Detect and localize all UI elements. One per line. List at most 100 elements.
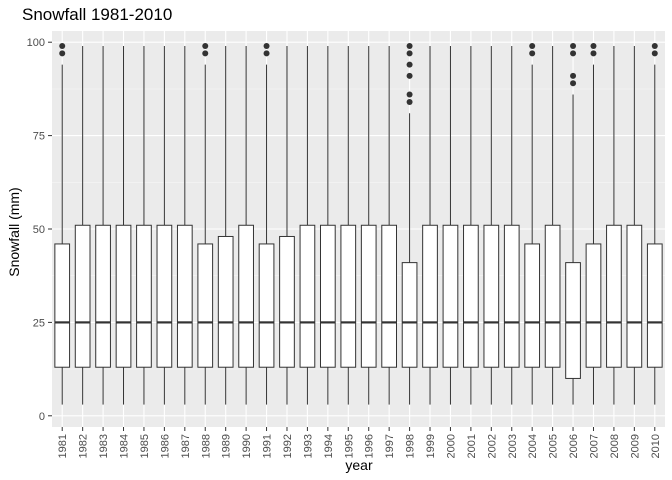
x-axis-title: year — [345, 457, 373, 473]
outlier-point — [406, 72, 413, 79]
box-iqr — [585, 243, 602, 368]
x-tick-label: 2003 — [507, 434, 519, 458]
y-tick-label: 25 — [33, 317, 45, 329]
y-tick-label: 100 — [27, 37, 45, 49]
outlier-point — [263, 50, 270, 57]
box-iqr — [74, 224, 91, 368]
box-iqr — [442, 224, 459, 368]
box-iqr — [238, 224, 254, 368]
box-iqr — [279, 235, 295, 368]
x-tick-label: 1992 — [282, 434, 294, 458]
y-tick-label: 0 — [39, 411, 45, 423]
box-iqr — [176, 224, 193, 368]
box-iqr — [319, 224, 336, 368]
box-2009 — [626, 45, 643, 405]
box-2000 — [442, 45, 459, 405]
x-tick-label: 1995 — [343, 434, 355, 458]
box-iqr — [136, 224, 152, 368]
outlier-point — [651, 50, 658, 57]
x-tick-label: 1997 — [384, 434, 396, 458]
box-1986 — [156, 45, 173, 405]
outlier-point — [590, 50, 597, 57]
box-iqr — [646, 243, 663, 368]
outlier-point — [202, 42, 209, 49]
box-1982 — [74, 45, 91, 405]
y-axis: 0 25 50 75 100 — [27, 37, 52, 423]
y-tick-label: 75 — [33, 131, 45, 143]
outlier-point — [529, 50, 536, 57]
x-tick-label: 1985 — [139, 434, 151, 458]
x-tick-label: 1998 — [405, 434, 417, 458]
box-1998 — [401, 42, 418, 405]
outlier-point — [570, 72, 577, 79]
box-1987 — [176, 45, 193, 405]
box-iqr — [95, 224, 111, 368]
box-1985 — [136, 45, 152, 405]
x-tick-label: 1984 — [119, 434, 131, 458]
box-iqr — [565, 262, 581, 379]
box-iqr — [299, 224, 316, 368]
x-tick-label: 2008 — [609, 434, 621, 458]
x-tick-label: 1996 — [364, 434, 376, 458]
x-tick-label: 2004 — [527, 434, 539, 458]
box-iqr — [258, 243, 275, 368]
box-iqr — [360, 224, 377, 368]
box-1983 — [95, 45, 111, 405]
outlier-point — [570, 42, 577, 49]
x-tick-label: 1991 — [262, 434, 274, 458]
x-tick-label: 2006 — [568, 434, 580, 458]
outlier-point — [529, 42, 536, 49]
x-tick-label: 1986 — [159, 434, 171, 458]
box-iqr — [503, 224, 520, 368]
box-iqr — [156, 224, 173, 368]
outlier-point — [570, 80, 577, 87]
box-iqr — [217, 235, 234, 368]
box-iqr — [463, 224, 479, 368]
x-tick-label: 1987 — [180, 434, 192, 458]
box-1995 — [340, 45, 357, 405]
x-tick-label: 1994 — [323, 434, 335, 458]
outlier-point — [59, 50, 66, 57]
box-2001 — [463, 45, 479, 405]
box-2004 — [524, 42, 541, 405]
x-axis: 1981 1982 1983 1984 1985 1986 1987 1988 1989 1990… — [57, 427, 662, 458]
box-2002 — [483, 45, 500, 405]
box-iqr — [115, 224, 132, 368]
outlier-point — [406, 91, 413, 98]
x-tick-label: 2005 — [548, 434, 560, 458]
y-tick-label: 50 — [33, 224, 45, 236]
outlier-point — [651, 42, 658, 49]
box-iqr — [401, 262, 418, 368]
box-2006 — [565, 42, 581, 405]
outlier-point — [570, 50, 577, 57]
box-2010 — [646, 42, 663, 405]
x-tick-label: 2009 — [629, 434, 641, 458]
box-1996 — [360, 45, 377, 405]
box-1989 — [217, 45, 234, 405]
box-1991 — [258, 42, 275, 405]
x-tick-label: 2010 — [650, 434, 662, 458]
box-1997 — [381, 45, 398, 405]
box-1981 — [54, 42, 71, 405]
box-iqr — [54, 243, 71, 368]
outlier-point — [263, 42, 270, 49]
x-tick-label: 1988 — [200, 434, 212, 458]
x-tick-label: 2000 — [445, 434, 457, 458]
x-tick-label: 1983 — [98, 434, 110, 458]
box-iqr — [626, 224, 643, 368]
outlier-point — [406, 42, 413, 49]
chart-title: Snowfall 1981-2010 — [22, 5, 172, 24]
x-tick-label: 1989 — [221, 434, 233, 458]
x-tick-label: 1993 — [302, 434, 314, 458]
box-iqr — [381, 224, 398, 368]
box-iqr — [197, 243, 214, 368]
box-iqr — [340, 224, 357, 368]
box-iqr — [606, 224, 622, 368]
box-iqr — [422, 224, 438, 368]
outlier-point — [202, 50, 209, 57]
box-1999 — [422, 45, 438, 405]
box-2005 — [544, 45, 561, 405]
x-tick-label: 1999 — [425, 434, 437, 458]
box-1993 — [299, 45, 316, 405]
box-2008 — [606, 45, 622, 405]
